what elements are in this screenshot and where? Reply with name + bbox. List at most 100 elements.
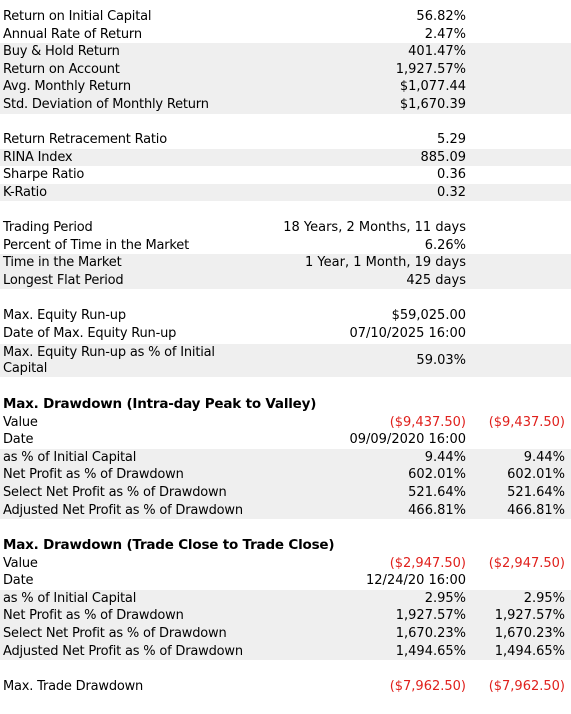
section-title: Max. Drawdown (Intra-day Peak to Valley)	[3, 396, 317, 412]
row-dd-net-profit-pct: Net Profit as % of Drawdown 602.01% 602.…	[0, 466, 571, 484]
row-return-retracement-ratio: Return Retracement Ratio 5.29	[0, 131, 571, 149]
metric-label: Buy & Hold Return	[3, 44, 120, 60]
metric-label: Date	[3, 432, 34, 448]
metric-label: Std. Deviation of Monthly Return	[3, 97, 209, 112]
row-return-on-account: Return on Account 1,927.57%	[0, 60, 571, 79]
row-percent-time-in-market: Percent of Time in the Market 6.26%	[0, 237, 571, 255]
row-time-in-market: Time in the Market 1 Year, 1 Month, 19 d…	[0, 254, 571, 272]
metric-value-long: ($9,437.50)	[488, 414, 565, 430]
metric-value: 59.03%	[416, 353, 466, 368]
metric-label: Percent of Time in the Market	[3, 237, 189, 253]
metric-value: 6.26%	[424, 237, 466, 253]
row-rina-index: RINA Index 885.09	[0, 148, 571, 167]
metric-value-all: 9.44%	[424, 449, 466, 465]
row-dd-adjusted-net-profit-pct: Adjusted Net Profit as % of Drawdown 466…	[0, 501, 571, 520]
metric-label: Longest Flat Period	[3, 272, 124, 288]
metric-value-all: ($7,962.50)	[389, 679, 466, 694]
row-std-dev-monthly-return: Std. Deviation of Monthly Return $1,670.…	[0, 96, 571, 114]
metric-value-all: 2.95%	[424, 590, 466, 606]
metric-label: Adjusted Net Profit as % of Drawdown	[3, 643, 243, 659]
row-annual-rate-of-return: Annual Rate of Return 2.47%	[0, 26, 571, 44]
row-max-trade-drawdown: Max. Trade Drawdown ($7,962.50) ($7,962.…	[0, 678, 571, 696]
row-max-equity-runup-pct: Max. Equity Run-up as % of Initial Capit…	[0, 344, 571, 377]
metric-value: 18 Years, 2 Months, 11 days	[283, 220, 466, 235]
section-title-intraday-drawdown: Max. Drawdown (Intra-day Peak to Valley)	[0, 396, 571, 414]
metric-label: Max. Equity Run-up	[3, 308, 126, 323]
metric-value-long: 602.01%	[507, 467, 565, 483]
metric-label: K-Ratio	[3, 184, 47, 200]
metric-label: Sharpe Ratio	[3, 167, 85, 183]
row-tdd-adjusted-net-profit-pct: Adjusted Net Profit as % of Drawdown 1,4…	[0, 642, 571, 661]
row-max-equity-runup: Max. Equity Run-up $59,025.00	[0, 307, 571, 325]
row-tdd-select-net-profit-pct: Select Net Profit as % of Drawdown 1,670…	[0, 625, 571, 643]
metric-label: Select Net Profit as % of Drawdown	[3, 485, 227, 500]
metric-label: Date	[3, 573, 34, 589]
metric-value: 1 Year, 1 Month, 19 days	[305, 255, 466, 271]
row-dd-select-net-profit-pct: Select Net Profit as % of Drawdown 521.6…	[0, 484, 571, 502]
row-trading-period: Trading Period 18 Years, 2 Months, 11 da…	[0, 219, 571, 237]
row-tdd-date: Date 12/24/20 16:00	[0, 572, 571, 590]
row-sharpe-ratio: Sharpe Ratio 0.36	[0, 166, 571, 184]
metric-label: Max. Equity Run-up as % of Initial Capit…	[3, 345, 215, 376]
metric-value: 2.47%	[424, 26, 466, 42]
metric-value-long: 2.95%	[523, 590, 565, 606]
metric-value: 0.32	[437, 184, 466, 200]
metric-label: as % of Initial Capital	[3, 590, 137, 606]
metric-value: $59,025.00	[391, 308, 466, 323]
metric-value-long: 9.44%	[523, 449, 565, 465]
metric-value-long: ($2,947.50)	[488, 555, 565, 571]
metric-label: Max. Trade Drawdown	[3, 679, 144, 694]
metric-value-all: 1,670.23%	[395, 626, 466, 641]
row-tdd-pct-initial-capital: as % of Initial Capital 2.95% 2.95%	[0, 589, 571, 608]
metric-label: Trading Period	[3, 220, 93, 235]
row-dd-pct-initial-capital: as % of Initial Capital 9.44% 9.44%	[0, 448, 571, 467]
metric-value-all: 466.81%	[408, 502, 466, 518]
metric-value: 401.47%	[408, 44, 466, 60]
metric-value-long: 1,670.23%	[494, 626, 565, 641]
metric-value: $1,077.44	[399, 79, 466, 95]
section-title-trade-drawdown: Max. Drawdown (Trade Close to Trade Clos…	[0, 537, 571, 555]
metric-label: Avg. Monthly Return	[3, 79, 131, 95]
metric-label: Date of Max. Equity Run-up	[3, 325, 177, 341]
row-avg-monthly-return: Avg. Monthly Return $1,077.44	[0, 78, 571, 96]
metric-value-all: 12/24/20 16:00	[366, 573, 466, 589]
metric-label: Value	[3, 414, 38, 430]
metric-label: RINA Index	[3, 149, 73, 165]
metric-label: Return on Initial Capital	[3, 9, 152, 24]
metric-label: Net Profit as % of Drawdown	[3, 608, 184, 624]
metric-value-long: 1,494.65%	[494, 643, 565, 659]
metric-label: Value	[3, 555, 38, 571]
metric-value: 1,927.57%	[395, 61, 466, 77]
row-tdd-net-profit-pct: Net Profit as % of Drawdown 1,927.57% 1,…	[0, 607, 571, 625]
metric-value: 5.29	[437, 132, 466, 147]
metric-label: Select Net Profit as % of Drawdown	[3, 626, 227, 641]
row-buy-hold-return: Buy & Hold Return 401.47%	[0, 43, 571, 61]
metric-value-all: ($2,947.50)	[389, 555, 466, 571]
metric-value-all: ($9,437.50)	[389, 414, 466, 430]
metric-label: Adjusted Net Profit as % of Drawdown	[3, 502, 243, 518]
metric-label: Return on Account	[3, 61, 120, 77]
section-title: Max. Drawdown (Trade Close to Trade Clos…	[3, 537, 335, 553]
metric-value-long: ($7,962.50)	[488, 679, 565, 694]
row-k-ratio: K-Ratio 0.32	[0, 183, 571, 202]
metric-value: 425 days	[406, 272, 466, 288]
row-longest-flat-period: Longest Flat Period 425 days	[0, 271, 571, 290]
metric-value-long: 466.81%	[507, 502, 565, 518]
metric-value-long: 1,927.57%	[494, 608, 565, 624]
metric-label: Annual Rate of Return	[3, 26, 142, 42]
metric-label: Time in the Market	[3, 255, 122, 271]
metric-label: as % of Initial Capital	[3, 449, 137, 465]
row-tdd-value: Value ($2,947.50) ($2,947.50)	[0, 555, 571, 573]
metric-value: 0.36	[437, 167, 466, 183]
row-dd-value: Value ($9,437.50) ($9,437.50)	[0, 414, 571, 432]
metric-value-all: 602.01%	[408, 467, 466, 483]
row-return-on-initial-capital: Return on Initial Capital 56.82%	[0, 8, 571, 26]
metric-value: $1,670.39	[399, 97, 466, 112]
metric-value: 56.82%	[416, 9, 466, 24]
metric-value-all: 1,494.65%	[395, 643, 466, 659]
metric-value-all: 1,927.57%	[395, 608, 466, 624]
metric-value-all: 521.64%	[408, 485, 466, 500]
metric-value-long: 521.64%	[507, 485, 565, 500]
metric-value-all: 09/09/2020 16:00	[349, 432, 466, 448]
metric-value: 885.09	[420, 149, 467, 165]
